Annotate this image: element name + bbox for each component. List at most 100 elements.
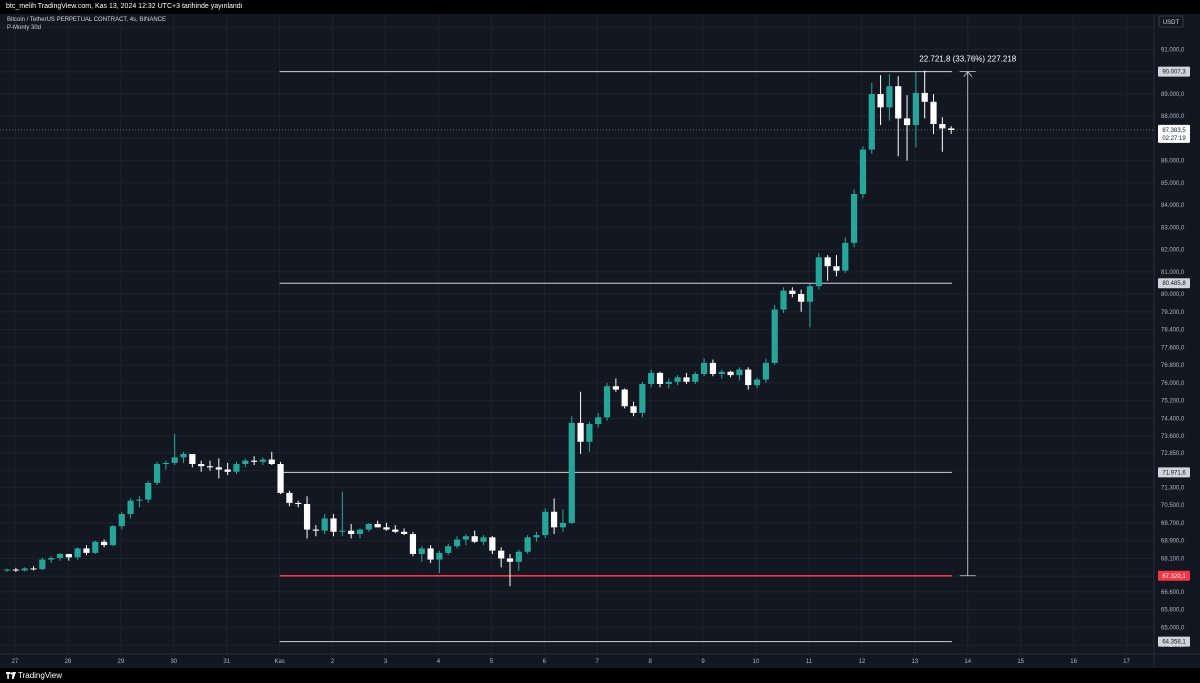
candle-body[interactable] bbox=[506, 558, 514, 562]
candle-body[interactable] bbox=[3, 569, 11, 571]
level-price-badge[interactable] bbox=[1158, 66, 1190, 77]
candle-body[interactable] bbox=[180, 454, 187, 458]
candle-body[interactable] bbox=[648, 372, 655, 384]
candle-body[interactable] bbox=[542, 511, 549, 536]
level-price-badge[interactable] bbox=[1158, 570, 1190, 581]
candle-body[interactable] bbox=[312, 529, 319, 531]
candle-body[interactable] bbox=[665, 381, 672, 384]
tradingview-logo[interactable]: TradingView bbox=[6, 670, 62, 681]
candle-body[interactable] bbox=[736, 369, 743, 376]
candle-body[interactable] bbox=[683, 377, 690, 382]
candle-body[interactable] bbox=[586, 424, 593, 442]
candle-body[interactable] bbox=[798, 294, 805, 302]
last-price-badge[interactable] bbox=[1158, 124, 1190, 143]
candle-body[interactable] bbox=[859, 149, 867, 194]
candle-body[interactable] bbox=[727, 371, 734, 376]
candle-body[interactable] bbox=[789, 290, 796, 294]
candle-body[interactable] bbox=[83, 548, 90, 553]
candle-body[interactable] bbox=[303, 504, 311, 530]
currency-badge[interactable] bbox=[1158, 15, 1184, 28]
candle-body[interactable] bbox=[242, 460, 249, 464]
candle-body[interactable] bbox=[568, 422, 575, 523]
candle-body[interactable] bbox=[559, 522, 567, 528]
candle-body[interactable] bbox=[409, 534, 417, 554]
candle-body[interactable] bbox=[233, 464, 240, 472]
candle-body[interactable] bbox=[171, 457, 178, 463]
candle-body[interactable] bbox=[877, 94, 884, 108]
price-axis[interactable] bbox=[1154, 14, 1200, 668]
candle-body[interactable] bbox=[30, 568, 37, 570]
candle-body[interactable] bbox=[215, 467, 222, 470]
candle-body[interactable] bbox=[895, 86, 902, 119]
candle-body[interactable] bbox=[912, 92, 919, 126]
candle-body[interactable] bbox=[383, 527, 390, 530]
candle-body[interactable] bbox=[321, 518, 328, 531]
candle-body[interactable] bbox=[533, 535, 540, 538]
candle-body[interactable] bbox=[198, 464, 205, 467]
candle-body[interactable] bbox=[806, 286, 814, 302]
candle-body[interactable] bbox=[515, 551, 522, 562]
candle-body[interactable] bbox=[286, 492, 293, 503]
candle-body[interactable] bbox=[101, 541, 108, 546]
candle-body[interactable] bbox=[453, 539, 461, 547]
candle-body[interactable] bbox=[392, 529, 399, 532]
candle-body[interactable] bbox=[109, 526, 117, 546]
candle-body[interactable] bbox=[771, 309, 778, 363]
candle-body[interactable] bbox=[348, 530, 355, 534]
indicator-name[interactable]: P-Monty 30d bbox=[7, 25, 42, 31]
candle-body[interactable] bbox=[595, 417, 602, 424]
candle-body[interactable] bbox=[656, 372, 664, 384]
candle-body[interactable] bbox=[780, 290, 787, 310]
candle-body[interactable] bbox=[603, 386, 611, 418]
candle-body[interactable] bbox=[162, 462, 169, 464]
candle-body[interactable] bbox=[92, 541, 99, 553]
candle-body[interactable] bbox=[939, 124, 946, 129]
candle-body[interactable] bbox=[418, 548, 425, 554]
candle-body[interactable] bbox=[753, 379, 761, 386]
candle-body[interactable] bbox=[268, 459, 275, 464]
level-price-badge[interactable] bbox=[1158, 467, 1190, 478]
candle-body[interactable] bbox=[471, 536, 478, 542]
candle-body[interactable] bbox=[630, 406, 637, 413]
candle-body[interactable] bbox=[718, 371, 725, 374]
candle-body[interactable] bbox=[48, 558, 55, 560]
candle-body[interactable] bbox=[692, 374, 699, 382]
candle-body[interactable] bbox=[401, 531, 408, 534]
candle-body[interactable] bbox=[39, 559, 46, 570]
candle-body[interactable] bbox=[56, 554, 64, 558]
price-chart[interactable]: USDT91.000,090.000,089.000,088.000,087.0… bbox=[0, 14, 1200, 668]
candle-body[interactable] bbox=[339, 530, 346, 532]
candle-body[interactable] bbox=[903, 118, 911, 126]
candle-body[interactable] bbox=[462, 536, 469, 540]
candle-body[interactable] bbox=[259, 459, 267, 462]
level-price-badge[interactable] bbox=[1158, 278, 1190, 289]
candle-body[interactable] bbox=[295, 502, 302, 504]
candle-body[interactable] bbox=[74, 548, 81, 558]
candle-body[interactable] bbox=[921, 92, 928, 102]
candle-body[interactable] bbox=[824, 257, 831, 267]
candle-body[interactable] bbox=[489, 537, 496, 551]
candle-body[interactable] bbox=[427, 548, 434, 560]
candle-body[interactable] bbox=[153, 464, 161, 483]
candle-body[interactable] bbox=[674, 377, 681, 382]
candle-body[interactable] bbox=[145, 482, 152, 500]
candle-body[interactable] bbox=[701, 362, 708, 374]
candle-body[interactable] bbox=[842, 242, 849, 271]
candle-body[interactable] bbox=[206, 466, 214, 468]
candle-body[interactable] bbox=[709, 362, 717, 374]
candle-body[interactable] bbox=[498, 550, 505, 559]
candle-body[interactable] bbox=[577, 422, 584, 442]
candle-body[interactable] bbox=[886, 86, 893, 108]
candle-body[interactable] bbox=[815, 257, 822, 287]
candle-body[interactable] bbox=[612, 386, 619, 390]
candle-body[interactable] bbox=[639, 384, 646, 413]
candle-body[interactable] bbox=[551, 511, 558, 528]
candle-body[interactable] bbox=[374, 524, 381, 528]
candle-body[interactable] bbox=[436, 552, 443, 560]
candle-body[interactable] bbox=[480, 537, 487, 542]
candle-body[interactable] bbox=[445, 546, 452, 553]
candle-body[interactable] bbox=[833, 266, 840, 271]
candle-body[interactable] bbox=[948, 128, 955, 130]
candle-body[interactable] bbox=[118, 514, 125, 527]
candle-body[interactable] bbox=[851, 194, 858, 243]
